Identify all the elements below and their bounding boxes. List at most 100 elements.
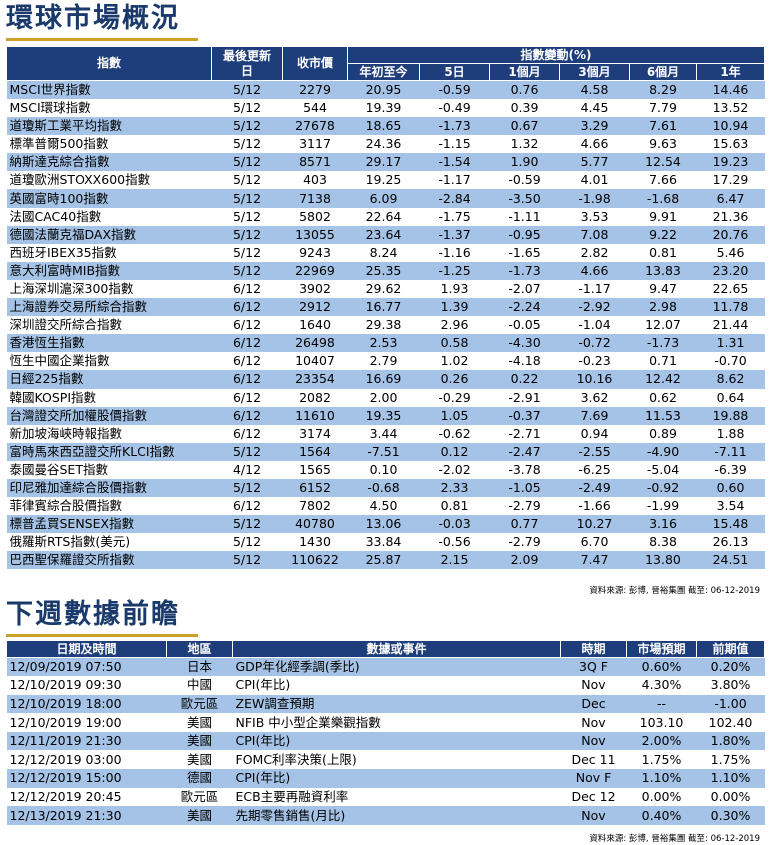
5d-cell: 2.15 <box>419 551 490 570</box>
ytd-cell: 24.36 <box>347 135 420 154</box>
5d-cell: 1.39 <box>419 298 490 317</box>
previous-cell: 0.20% <box>696 657 765 677</box>
6m-cell: 8.38 <box>629 533 697 552</box>
1y-cell: 13.52 <box>696 99 765 118</box>
index-name-cell: 新加坡海峽時報指數 <box>6 424 212 443</box>
5d-cell: -0.59 <box>419 80 490 99</box>
ytd-cell: 4.50 <box>347 497 420 516</box>
title-underline <box>6 38 198 41</box>
header-change-group: 指數變動(%) <box>347 46 765 64</box>
3m-cell: -0.23 <box>559 352 630 371</box>
header-5d: 5日 <box>419 63 490 81</box>
ytd-cell: 20.95 <box>347 80 420 99</box>
close-cell: 2082 <box>282 388 348 407</box>
period-cell: Nov <box>560 806 627 825</box>
table-row: 西班牙IBEX35指數 5/12 9243 8.24 -1.16 -1.65 2.82 0.8… <box>6 243 765 262</box>
close-cell: 11610 <box>282 406 348 425</box>
6m-cell: 8.29 <box>629 80 697 99</box>
datetime-cell: 12/12/2019 03:00 <box>6 750 167 770</box>
close-cell: 2279 <box>282 80 348 99</box>
1y-cell: -0.70 <box>696 352 765 371</box>
ytd-cell: 13.06 <box>347 515 420 534</box>
header-6m: 6個月 <box>629 63 697 81</box>
5d-cell: -1.16 <box>419 243 490 262</box>
last-update-cell: 5/12 <box>211 117 283 136</box>
1y-cell: 6.47 <box>696 189 765 208</box>
index-name-cell: 巴西聖保羅證交所指數 <box>6 551 212 570</box>
close-cell: 7138 <box>282 189 348 208</box>
previous-cell: 1.80% <box>696 731 765 751</box>
last-update-cell: 6/12 <box>211 406 283 425</box>
close-cell: 9243 <box>282 243 348 262</box>
last-update-cell: 5/12 <box>211 171 283 190</box>
event-cell: CPI(年比) <box>232 676 561 695</box>
region-cell: 日本 <box>166 657 233 677</box>
table-row: 德國法蘭克福DAX指數 5/12 13055 23.64 -1.37 -0.95 7.08 9… <box>6 225 765 244</box>
5d-cell: 0.26 <box>419 370 490 389</box>
last-update-cell: 5/12 <box>211 261 283 280</box>
close-cell: 1640 <box>282 316 348 335</box>
6m-cell: 3.16 <box>629 515 697 534</box>
table-row: 恆生中國企業指數 6/12 10407 2.79 1.02 -4.18 -0.23 0.71-… <box>6 352 765 371</box>
event-cell: 先期零售銷售(月比) <box>232 806 561 825</box>
header-event: 數據或事件 <box>232 640 561 658</box>
table-row: 日經225指數 6/12 23354 16.69 0.26 0.22 10.16 12.42 8… <box>6 370 765 389</box>
close-cell: 8571 <box>282 153 348 172</box>
forecast-cell: 4.30% <box>626 676 697 695</box>
index-name-cell: 標準普爾500指數 <box>6 135 212 154</box>
5d-cell: -1.17 <box>419 171 490 190</box>
ytd-cell: 16.77 <box>347 298 420 317</box>
index-name-cell: 英國富時100指數 <box>6 189 212 208</box>
index-name-cell: 日經225指數 <box>6 370 212 389</box>
datetime-cell: 12/13/2019 21:30 <box>6 806 167 825</box>
close-cell: 3117 <box>282 135 348 154</box>
3m-cell: 3.53 <box>559 207 630 226</box>
5d-cell: -1.37 <box>419 225 490 244</box>
5d-cell: -0.62 <box>419 424 490 443</box>
6m-cell: 12.54 <box>629 153 697 172</box>
1m-cell: -2.47 <box>489 442 560 461</box>
3m-cell: 10.27 <box>559 515 630 534</box>
period-cell: Dec 11 <box>560 750 627 770</box>
1m-cell: -1.73 <box>489 261 560 280</box>
5d-cell: -1.75 <box>419 207 490 226</box>
source-note: 資料來源: 彭博, 晉裕集團 截至: 06-12-2019 <box>589 586 760 596</box>
table-row: 12/09/2019 07:50 日本 GDP年化經季調(季比) 3Q F 0.60% 0… <box>6 657 765 677</box>
previous-cell: 1.75% <box>696 750 765 770</box>
5d-cell: -2.84 <box>419 189 490 208</box>
header-close: 收市價 <box>282 46 348 81</box>
index-name-cell: 法國CAC40指數 <box>6 207 212 226</box>
5d-cell: -0.29 <box>419 388 490 407</box>
close-cell: 3174 <box>282 424 348 443</box>
table-row: 深圳證交所綜合指數 6/12 1640 29.38 2.96 -0.05 -1.04 12.0… <box>6 316 765 335</box>
last-update-cell: 5/12 <box>211 99 283 118</box>
last-update-cell: 5/12 <box>211 533 283 552</box>
6m-cell: 9.63 <box>629 135 697 154</box>
ytd-cell: 23.64 <box>347 225 420 244</box>
ytd-cell: 25.87 <box>347 551 420 570</box>
6m-cell: -1.99 <box>629 497 697 516</box>
table-row: 標準普爾500指數 5/12 3117 24.36 -1.15 1.32 4.66 9.63 1… <box>6 135 765 154</box>
1y-cell: 1.88 <box>696 424 765 443</box>
6m-cell: 0.71 <box>629 352 697 371</box>
region-cell: 美國 <box>166 806 233 825</box>
index-name-cell: MSCI環球指數 <box>6 99 212 118</box>
1m-cell: -3.78 <box>489 460 560 479</box>
index-name-cell: 標普孟買SENSEX指數 <box>6 515 212 534</box>
6m-cell: 11.53 <box>629 406 697 425</box>
1y-cell: -7.11 <box>696 442 765 461</box>
forecast-cell: 0.40% <box>626 806 697 825</box>
1m-cell: -0.59 <box>489 171 560 190</box>
datetime-cell: 12/12/2019 15:00 <box>6 769 167 788</box>
6m-cell: 9.91 <box>629 207 697 226</box>
5d-cell: 0.12 <box>419 442 490 461</box>
3m-cell: -2.92 <box>559 298 630 317</box>
1m-cell: -0.95 <box>489 225 560 244</box>
1y-cell: 10.94 <box>696 117 765 136</box>
index-name-cell: 韓國KOSPI指數 <box>6 388 212 407</box>
ytd-cell: 19.35 <box>347 406 420 425</box>
1m-cell: 1.90 <box>489 153 560 172</box>
header-forecast: 市場預期 <box>626 640 697 658</box>
3m-cell: 2.82 <box>559 243 630 262</box>
1y-cell: 0.60 <box>696 478 765 498</box>
